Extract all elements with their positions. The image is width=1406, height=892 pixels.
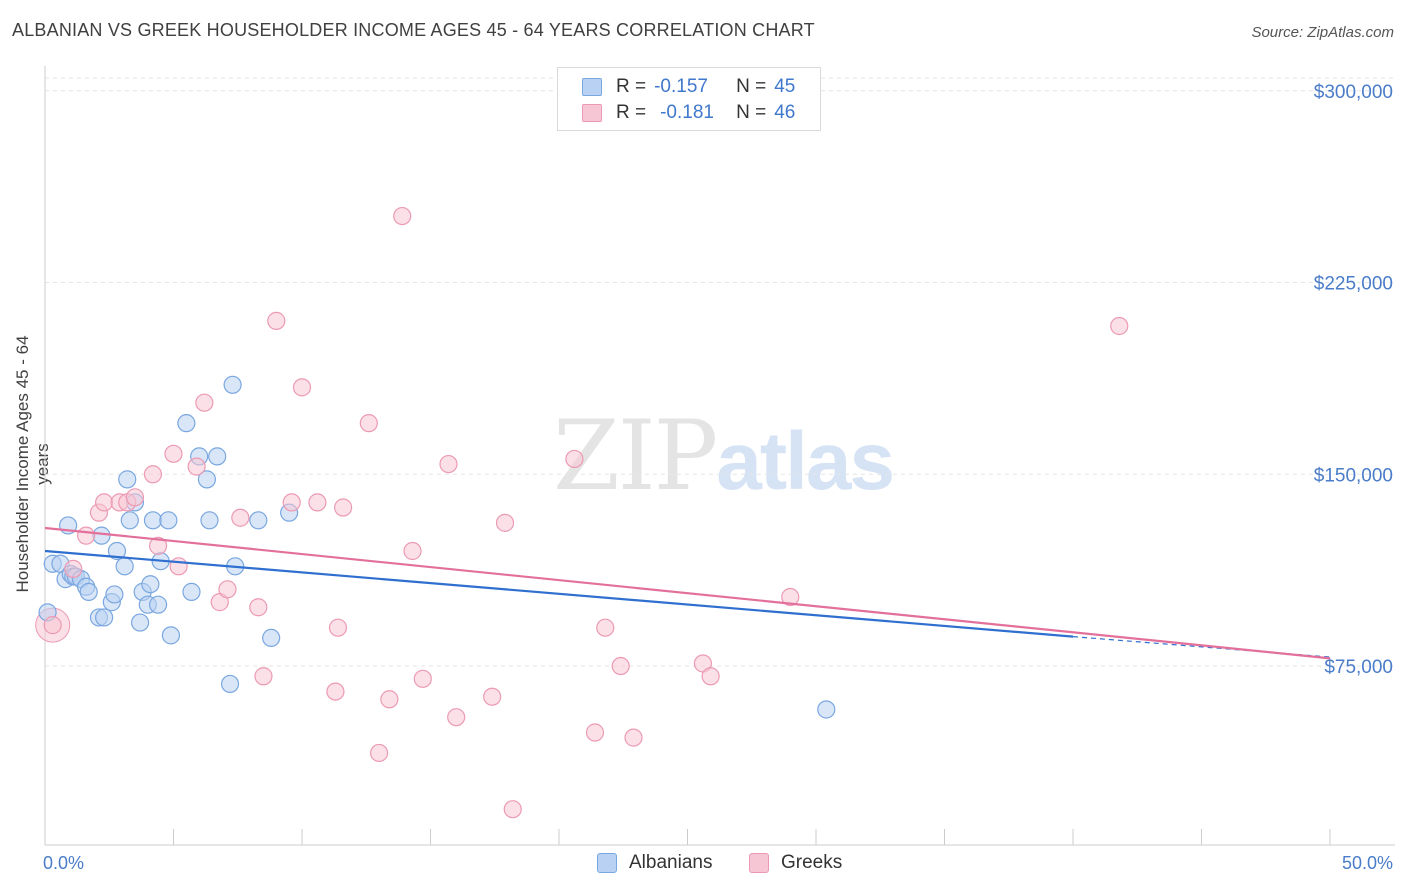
series-legend: Albanians Greeks: [0, 852, 1406, 878]
scatter-point-greeks: [148, 536, 168, 555]
x-tick-label-max: 50.0%: [1342, 853, 1393, 873]
scatter-point-albanians: [208, 447, 227, 466]
legend-item-albanians[interactable]: Albanians: [597, 852, 712, 874]
y-tick-label: $300,000: [1314, 82, 1393, 103]
scatter-point-albanians: [130, 613, 150, 632]
legend-swatch-greeks: [582, 104, 602, 122]
scatter-point-albanians: [92, 526, 111, 545]
scatter-point-albanians: [223, 375, 242, 394]
scatter-point-greeks: [43, 616, 62, 635]
legend-r-value-albanians: -0.157: [654, 76, 708, 97]
legend-n-label: N =: [736, 102, 767, 123]
legend-swatch-greeks: [749, 853, 769, 873]
scatter-point-albanians: [159, 511, 178, 530]
scatter-point-albanians: [249, 511, 268, 530]
scatter-point-albanians: [141, 575, 160, 594]
scatter-point-albanians: [177, 414, 196, 433]
scatter-point-albanians: [79, 582, 98, 601]
scatter-point-albanians: [200, 511, 219, 530]
y-tick-label: $150,000: [1314, 465, 1393, 486]
scatter-point-greeks: [64, 559, 83, 578]
scatter-point-greeks: [495, 513, 515, 532]
scatter-point-greeks: [483, 687, 502, 706]
scatter-point-greeks: [308, 493, 327, 512]
scatter-point-greeks: [164, 444, 183, 463]
scatter-point-greeks: [195, 393, 214, 412]
scatter-point-greeks: [585, 723, 605, 742]
scatter-point-greeks: [624, 728, 643, 747]
trendline-albanians-extension: [1072, 636, 1331, 658]
scatter-point-albanians: [115, 557, 134, 576]
scatter-point-greeks: [328, 618, 348, 637]
scatter-point-greeks: [596, 618, 615, 637]
legend-row-greeks: R = -0.181 N = 46: [582, 101, 795, 125]
scatter-point-albanians: [197, 470, 217, 489]
scatter-point-albanians: [143, 511, 163, 530]
scatter-point-albanians: [262, 628, 281, 648]
trendline-greeks: [44, 526, 1331, 660]
scatter-point-greeks: [267, 311, 286, 330]
scatter-point-greeks: [249, 598, 268, 617]
scatter-point-greeks: [292, 378, 312, 397]
scatter-point-greeks: [218, 580, 237, 599]
scatter-point-greeks: [334, 498, 353, 517]
scatter-point-greeks: [359, 414, 378, 433]
legend-n-value-greeks: 46: [774, 102, 796, 123]
scatter-point-albanians: [161, 626, 181, 645]
scatter-point-greeks: [125, 488, 145, 507]
scatter-point-greeks: [413, 669, 432, 688]
legend-r-label: R =: [616, 102, 647, 123]
scatter-point-greeks: [393, 206, 412, 226]
correlation-legend: R = -0.157 N = 45 R = -0.181 N = 46: [557, 67, 821, 131]
y-tick-label: $225,000: [1314, 274, 1393, 295]
scatter-point-greeks: [439, 454, 458, 474]
scatter-point-greeks: [77, 526, 96, 545]
scatter-point-greeks: [187, 457, 206, 476]
scatter-point-albanians: [220, 674, 240, 694]
scatter-point-greeks: [403, 541, 422, 561]
legend-n-label: N =: [736, 76, 767, 97]
scatter-point-greeks: [282, 493, 301, 512]
scatter-point-greeks: [143, 465, 163, 484]
scatter-point-greeks: [254, 667, 273, 686]
watermark-atlas: atlas: [716, 416, 895, 507]
y-tick-label: $75,000: [1324, 657, 1393, 678]
scatter-point-albanians: [105, 585, 124, 604]
scatter-point-albanians: [118, 470, 137, 489]
legend-r-value-greeks: -0.181: [660, 102, 714, 123]
legend-item-greeks[interactable]: Greeks: [749, 852, 842, 874]
scatter-point-greeks: [1110, 316, 1129, 336]
legend-r-label: R =: [616, 76, 647, 97]
scatter-point-albanians: [182, 582, 201, 601]
scatter-point-greeks: [169, 557, 188, 576]
scatter-point-albanians: [107, 541, 127, 561]
legend-row-albanians: R = -0.157 N = 45: [582, 75, 795, 99]
legend-swatch-albanians: [597, 853, 617, 873]
scatter-point-greeks: [95, 493, 114, 512]
legend-n-value-albanians: 45: [774, 76, 796, 97]
scatter-point-albanians: [95, 608, 114, 627]
scatter-point-greeks: [370, 743, 389, 763]
scatter-point-greeks: [781, 587, 800, 607]
scatter-point-albanians: [148, 595, 168, 614]
scatter-point-greeks: [701, 667, 720, 686]
scatter-point-greeks: [231, 508, 250, 527]
trendline-albanians: [44, 549, 1074, 638]
legend-label-greeks: Greeks: [781, 852, 843, 873]
legend-swatch-albanians: [582, 78, 602, 96]
scatter-point-greeks: [447, 708, 466, 727]
scatter-point-albanians: [817, 700, 836, 719]
chart-title: ALBANIAN VS GREEK HOUSEHOLDER INCOME AGE…: [12, 20, 815, 40]
scatter-point-albanians: [120, 511, 139, 530]
scatter-point-greeks: [611, 656, 630, 676]
scatter-point-greeks: [503, 800, 522, 819]
source-label: Source: ZipAtlas.com: [1251, 24, 1394, 41]
x-tick-label-min: 0.0%: [43, 853, 84, 873]
legend-label-albanians: Albanians: [629, 852, 713, 873]
scatter-point-greeks: [565, 449, 584, 469]
scatter-point-greeks: [326, 682, 345, 701]
scatter-point-greeks: [380, 690, 399, 709]
